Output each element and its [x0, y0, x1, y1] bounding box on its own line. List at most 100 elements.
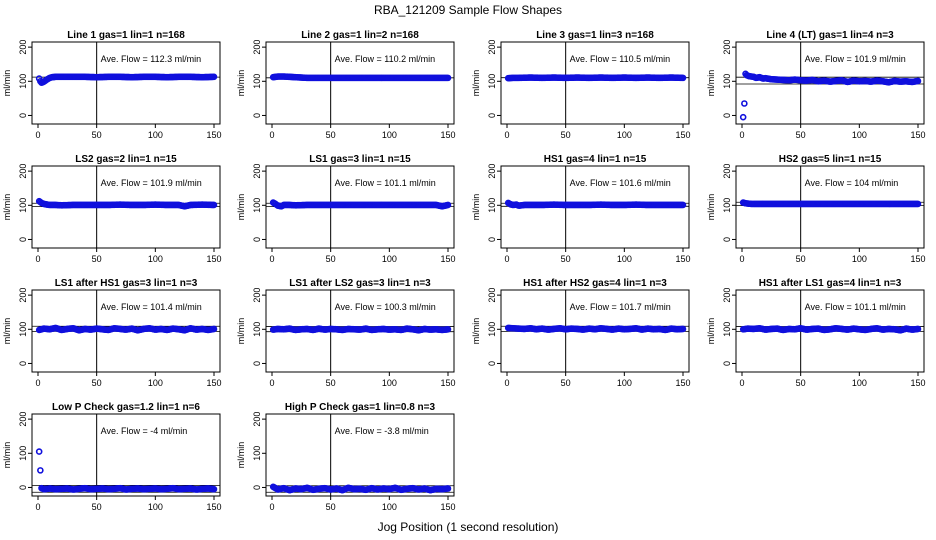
data-point — [914, 325, 922, 333]
chart-panel-5: LS2 gas=2 lin=1 n=15 0 100 200 ml/min 0 50 100 1… — [2, 154, 222, 264]
chart-panel-14: High P Check gas=1 lin=0.8 n=3 0 100 200 ml/… — [236, 402, 456, 512]
x-tick-label: 0 — [739, 378, 744, 388]
x-tick-label: 50 — [92, 254, 102, 264]
y-tick-label: 100 — [18, 198, 28, 213]
data-point — [679, 201, 687, 209]
y-axis-label: ml/min — [236, 194, 246, 221]
y-tick-label: 100 — [487, 198, 497, 213]
average-flow-label: Ave. Flow = -3.8 ml/min — [335, 426, 429, 436]
x-tick-label: 150 — [910, 254, 925, 264]
plot-frame — [265, 41, 455, 125]
data-points — [269, 73, 452, 82]
x-tick-label: 50 — [92, 130, 102, 140]
data-point — [444, 74, 452, 82]
panel-title: LS2 gas=2 lin=1 n=15 — [75, 154, 177, 165]
y-tick-label: 200 — [722, 40, 732, 55]
average-flow-label: Ave. Flow = 101.6 ml/min — [570, 178, 671, 188]
chart-panel-10: LS1 after LS2 gas=3 lin=1 n=3 0 100 200 ml/m… — [236, 278, 456, 388]
data-points — [504, 74, 687, 82]
panel-title: High P Check gas=1 lin=0.8 n=3 — [285, 402, 436, 413]
data-point — [444, 325, 452, 333]
x-tick-label: 0 — [269, 130, 274, 140]
x-tick-label: 150 — [206, 254, 221, 264]
data-point — [741, 100, 748, 107]
y-tick-label: 100 — [18, 446, 28, 461]
x-tick-label: 0 — [269, 378, 274, 388]
y-axis-label: ml/min — [2, 318, 12, 345]
x-tick-label: 50 — [92, 378, 102, 388]
y-tick-label: 200 — [487, 164, 497, 179]
y-tick-label: 0 — [18, 361, 28, 366]
y-tick-label: 100 — [252, 322, 262, 337]
x-tick-label: 100 — [852, 254, 867, 264]
x-tick-label: 50 — [561, 130, 571, 140]
x-tick-label: 100 — [617, 130, 632, 140]
x-tick-label: 100 — [852, 378, 867, 388]
y-tick-label: 200 — [18, 40, 28, 55]
x-tick-label: 50 — [326, 502, 336, 512]
data-point — [37, 467, 44, 474]
chart-panel-3: Line 3 gas=1 lin=3 n=168 0 100 200 ml/min 0 50… — [471, 30, 691, 140]
y-tick-label: 100 — [18, 322, 28, 337]
y-tick-label: 200 — [18, 412, 28, 427]
x-tick-label: 150 — [206, 502, 221, 512]
x-tick-label: 50 — [561, 378, 571, 388]
x-tick-label: 100 — [382, 502, 397, 512]
chart-panel-11: HS1 after HS2 gas=4 lin=1 n=3 0 100 200 ml/m… — [471, 278, 691, 388]
y-axis-label: ml/min — [2, 442, 12, 469]
average-flow-label: Ave. Flow = 101.7 ml/min — [570, 302, 671, 312]
x-tick-label: 0 — [35, 502, 40, 512]
plot-frame — [265, 413, 455, 497]
data-points — [35, 197, 218, 210]
x-tick-label: 100 — [148, 502, 163, 512]
y-tick-label: 100 — [722, 74, 732, 89]
data-points — [504, 199, 687, 209]
data-point — [210, 201, 218, 209]
data-point — [914, 200, 922, 208]
data-point — [739, 113, 747, 121]
y-tick-label: 200 — [487, 288, 497, 303]
y-tick-label: 0 — [487, 237, 497, 242]
chart-panel-13: Low P Check gas=1.2 lin=1 n=6 0 100 200 ml/m… — [2, 402, 222, 512]
y-tick-label: 100 — [252, 198, 262, 213]
x-tick-label: 150 — [675, 378, 690, 388]
chart-panel-6: LS1 gas=3 lin=1 n=15 0 100 200 ml/min 0 50 100 1… — [236, 154, 456, 264]
average-flow-label: Ave. Flow = -4 ml/min — [101, 426, 188, 436]
x-tick-label: 150 — [440, 502, 455, 512]
y-axis-label: ml/min — [706, 318, 716, 345]
plot-frame — [31, 413, 221, 497]
y-tick-label: 200 — [252, 288, 262, 303]
y-tick-label: 0 — [252, 361, 262, 366]
chart-panel-9: LS1 after HS1 gas=3 lin=1 n=3 0 100 200 ml/m… — [2, 278, 222, 388]
x-tick-label: 100 — [148, 254, 163, 264]
x-tick-label: 100 — [382, 254, 397, 264]
x-tick-label: 100 — [382, 378, 397, 388]
y-tick-label: 200 — [18, 288, 28, 303]
chart-panel-2: Line 2 gas=1 lin=2 n=168 0 100 200 ml/min 0 50… — [236, 30, 456, 140]
y-tick-label: 100 — [487, 322, 497, 337]
panel-title: Low P Check gas=1.2 lin=1 n=6 — [52, 402, 200, 413]
average-flow-label: Ave. Flow = 101.9 ml/min — [805, 54, 906, 64]
data-points — [35, 324, 218, 334]
y-tick-label: 100 — [722, 198, 732, 213]
x-tick-label: 150 — [910, 130, 925, 140]
panel-title: Line 2 gas=1 lin=2 n=168 — [301, 30, 419, 41]
y-tick-label: 0 — [722, 237, 732, 242]
x-tick-label: 50 — [326, 130, 336, 140]
plot-frame — [735, 165, 925, 249]
plot-frame — [31, 41, 221, 125]
plot-frame — [500, 41, 690, 125]
y-tick-label: 0 — [252, 237, 262, 242]
panel-title: HS1 after LS1 gas=4 lin=1 n=3 — [759, 278, 902, 289]
data-point — [679, 325, 687, 333]
data-points — [739, 324, 922, 334]
panel-grid: Line 1 gas=1 lin=1 n=168 0 100 200 ml/min 0 50… — [2, 30, 926, 512]
y-axis-label: ml/min — [471, 318, 481, 345]
y-tick-label: 0 — [487, 361, 497, 366]
x-tick-label: 150 — [675, 254, 690, 264]
chart-panel-12: HS1 after LS1 gas=4 lin=1 n=3 0 100 200 ml/m… — [706, 278, 926, 388]
x-tick-label: 100 — [617, 378, 632, 388]
panel-title: HS1 after HS2 gas=4 lin=1 n=3 — [523, 278, 667, 289]
y-tick-label: 0 — [252, 113, 262, 118]
